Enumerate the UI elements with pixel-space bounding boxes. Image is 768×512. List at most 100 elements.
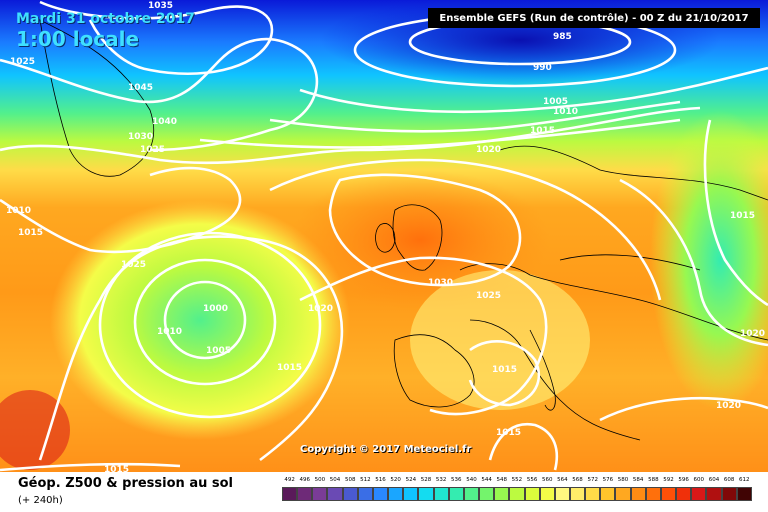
legend-swatch bbox=[585, 487, 601, 501]
map-title: Géop. Z500 & pression au sol bbox=[18, 476, 233, 491]
color-scale-legend: 492 496 500 504 508 512 516 520 524 528 532 536 540 5… bbox=[282, 477, 752, 501]
legend-swatches bbox=[282, 487, 752, 501]
legend-swatch bbox=[327, 487, 343, 501]
valid-time-header: Mardi 31 octobre 2017 1:00 locale bbox=[16, 8, 195, 51]
legend-swatch bbox=[403, 487, 419, 501]
isobar-label: 1010 bbox=[553, 107, 578, 117]
model-info-banner: Ensemble GEFS (Run de contrôle) - 00 Z d… bbox=[428, 8, 760, 28]
isobar-1020-east bbox=[619, 178, 768, 347]
legend-swatch bbox=[736, 487, 752, 501]
legend-swatch bbox=[342, 487, 358, 501]
legend-swatch bbox=[691, 487, 707, 501]
isobar-label: 1040 bbox=[152, 117, 177, 127]
legend-value: 560 bbox=[541, 477, 553, 483]
subtropical-high-shading bbox=[0, 390, 70, 470]
isobar-label: 1015 bbox=[530, 126, 555, 136]
legend-value: 536 bbox=[451, 477, 462, 483]
isobar-label: 1020 bbox=[716, 401, 741, 411]
legend-swatch bbox=[357, 487, 373, 501]
z500-pressure-map: 1035 1025 1045 1040 1030 1025 985 990 10… bbox=[0, 0, 768, 472]
legend-value: 500 bbox=[314, 477, 326, 483]
isobar-1015-south bbox=[488, 422, 559, 471]
isobar-1015-atlantic bbox=[38, 235, 344, 462]
legend-value: 608 bbox=[723, 477, 735, 483]
legend-value: 540 bbox=[466, 477, 477, 483]
legend-value: 548 bbox=[496, 477, 508, 483]
legend-value: 572 bbox=[587, 477, 598, 483]
isobar-1005 bbox=[299, 66, 768, 114]
legend-value: 592 bbox=[663, 477, 674, 483]
isobar-label: 985 bbox=[553, 32, 572, 42]
ireland-outline bbox=[375, 223, 396, 253]
isobar-label: 1030 bbox=[428, 278, 453, 288]
isobar-label: 1035 bbox=[148, 1, 173, 11]
legend-value: 604 bbox=[708, 477, 720, 483]
isobars bbox=[0, 0, 768, 472]
legend-swatch bbox=[282, 487, 298, 501]
isobar-1010 bbox=[269, 100, 681, 133]
isobar-1015-north bbox=[199, 118, 681, 149]
isobar-label: 1015 bbox=[492, 365, 517, 375]
europe-high-shading bbox=[410, 270, 590, 410]
isobar-label: 1005 bbox=[543, 97, 568, 107]
legend-value: 544 bbox=[481, 477, 492, 483]
legend-swatch bbox=[372, 487, 389, 501]
isobar-label: 1015 bbox=[18, 228, 43, 238]
isobar-1020-europe bbox=[269, 158, 662, 301]
isobar-label: 1010 bbox=[6, 206, 31, 216]
forecast-lead-time: (+ 240h) bbox=[18, 495, 63, 506]
legend-swatch bbox=[509, 487, 525, 501]
isobar-label: 1015 bbox=[104, 465, 129, 472]
isobar-label: 1025 bbox=[140, 145, 165, 155]
atlantic-low-shading bbox=[50, 200, 350, 440]
isobar-1005 bbox=[133, 258, 277, 386]
isobar-1015-med bbox=[468, 340, 541, 407]
isobar-1010 bbox=[98, 231, 322, 419]
isobar-label: 1005 bbox=[206, 346, 231, 356]
coastlines bbox=[39, 19, 768, 441]
legend-value: 612 bbox=[739, 477, 750, 483]
copyright-text: Copyright © 2017 Meteociel.fr bbox=[300, 444, 472, 455]
legend-swatch bbox=[433, 487, 449, 501]
isobar-label: 1020 bbox=[740, 329, 765, 339]
north-europe-coast bbox=[459, 263, 768, 341]
greenland-outline bbox=[39, 19, 155, 177]
isobar-1045 bbox=[0, 37, 318, 152]
legend-value: 588 bbox=[648, 477, 659, 483]
east-trough-shading bbox=[650, 110, 768, 410]
legend-swatch bbox=[660, 487, 677, 501]
isobar-label: 1025 bbox=[121, 260, 146, 270]
isobar-label: 1020 bbox=[476, 145, 501, 155]
legend-value: 568 bbox=[572, 477, 583, 483]
isobar-label: 1025 bbox=[10, 57, 35, 67]
legend-swatch bbox=[494, 487, 510, 501]
legend-value: 528 bbox=[420, 477, 432, 483]
legend-swatch bbox=[706, 487, 722, 501]
isobar-labels: 1035 1025 1045 1040 1030 1025 985 990 10… bbox=[6, 1, 765, 472]
isobar-1030 bbox=[328, 173, 522, 287]
legend-swatch bbox=[721, 487, 737, 501]
legend-value: 556 bbox=[526, 477, 538, 483]
isobar-label: 1015 bbox=[730, 211, 755, 221]
legend-swatch bbox=[418, 487, 434, 501]
isobar-1015-east bbox=[703, 119, 768, 307]
legend-swatch bbox=[676, 487, 692, 501]
legend-swatch bbox=[569, 487, 586, 501]
legend-value: 564 bbox=[557, 477, 568, 483]
legend-swatch bbox=[539, 487, 555, 501]
legend-swatch bbox=[388, 487, 404, 501]
legend-swatch bbox=[312, 487, 328, 501]
legend-swatch bbox=[615, 487, 631, 501]
isobar-1015-sw bbox=[0, 462, 181, 472]
isobar-1035-north bbox=[39, 0, 274, 76]
legend-value: 496 bbox=[299, 477, 310, 483]
legend-value: 524 bbox=[405, 477, 417, 483]
legend-swatch bbox=[554, 487, 570, 501]
legend-swatch bbox=[524, 487, 540, 501]
isobar-label: 1045 bbox=[128, 83, 153, 93]
mediterranean-coast bbox=[469, 319, 641, 441]
legend-value: 576 bbox=[602, 477, 614, 483]
isobar-label: 1025 bbox=[476, 291, 501, 301]
isobar-label: 1010 bbox=[157, 327, 182, 337]
